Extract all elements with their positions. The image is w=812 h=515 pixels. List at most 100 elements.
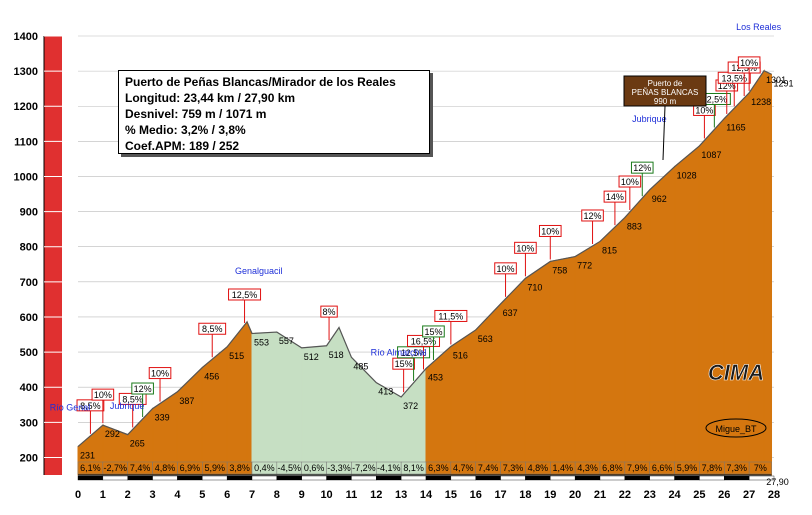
place-label: Río Genal [50,403,91,413]
brand-logo: CIMA [708,360,764,385]
segment-grade-label: 7,3% [503,463,524,473]
max-grade-box [581,209,604,222]
max-grade-label: 10% [740,58,758,68]
segment-grade-label: 7,4% [478,463,499,473]
max-grade-label: 12% [718,81,736,91]
max-grade-box [131,382,154,395]
altitude-point-label: 485 [353,361,368,371]
x-tick-label: 26 [718,489,730,501]
profile-segment [723,91,750,476]
km-marker-band [699,475,725,481]
max-grade-label: 12,5% [702,94,728,104]
x-axis-ticks: 0 1 2 3 4 5 6 7 8 9 10 11 12 13 14 15 16 17 18 19 20 21 22 23 24… [75,477,789,501]
altitude-point-label: 231 [80,451,95,461]
max-grade-label: 10% [541,226,559,236]
x-tick-label: 9 [299,489,305,501]
altitude-point-label: 553 [254,337,269,347]
altitude-point-label: 453 [428,373,443,383]
max-grade-label: 12,5% [232,290,258,300]
altitude-point-label: 962 [652,194,667,204]
km-marker-band [624,475,650,481]
km-marker-band [301,475,327,481]
y-tick-label: 900 [20,207,38,219]
altitude-point-label: 1238 [751,97,771,107]
altitude-point-labels: 231 292 265 339 387 456 515 553 557 512 518 485 413 3… [80,75,794,461]
km-marker-band [525,475,551,481]
max-grade-box [514,241,537,254]
max-grade-label: 12% [584,211,602,221]
km-marker-band [326,475,352,481]
x-tick-label: 5 [199,489,205,501]
altitude-point-label: 372 [403,401,418,411]
max-grade-label: 8% [323,307,336,317]
max-grade-label: 12% [134,384,152,394]
max-grade-box [198,322,227,335]
altitude-point-label: 772 [577,261,592,271]
y-axis-red-bar [44,36,62,475]
max-grade-box [538,224,562,237]
km-markers [77,475,775,481]
altitude-point-label: 1291 [774,78,794,88]
altitude-point-label: 387 [179,396,194,406]
y-tick-label: 600 [20,312,38,324]
altitude-point-label: 815 [602,245,617,255]
profile-segment [574,240,601,476]
y-tick-label: 300 [20,417,38,429]
max-grade-label: 10% [94,390,112,400]
km-marker-band [550,475,576,481]
segment-grade-label: 7,3% [726,463,747,473]
segment-grade-label: 6,9% [180,463,201,473]
max-grade-box [91,388,115,401]
profile-areas [77,69,773,476]
place-label: Genalguacil [235,266,283,276]
y-axis-bar [43,36,62,475]
profile-outline [77,70,772,448]
x-tick-label: 15 [445,489,457,501]
max-grade-label: 12% [633,163,651,173]
altitude-point-label: 563 [478,334,493,344]
km-marker-band [425,475,452,481]
max-grade-box [618,175,642,188]
max-grade-label: 8,5% [202,324,223,334]
segment-grade-label: 6,1% [80,463,101,473]
max-grade-box [320,305,338,318]
profile-segment [246,321,253,476]
segment-grade-label: -4,5% [278,463,302,473]
km-marker-band [649,475,675,481]
max-grade-label: 16,5% [411,336,437,346]
altitude-point-label: 515 [229,351,244,361]
altitude-point-label: 758 [552,265,567,275]
km-marker-band [450,475,476,481]
km-marker-band [77,475,104,481]
summit-sign-line2: PEÑAS BLANCAS [632,88,699,97]
info-line-coefficient: Coef.APM: 189 / 252 [125,139,240,153]
segment-grade-label: -4,1% [377,463,401,473]
max-grade-label: 10% [695,105,713,115]
y-tick-label: 400 [20,382,38,394]
x-tick-label: 3 [150,489,156,501]
altitude-point-label: 456 [204,372,219,382]
altitude-point-label: 557 [279,336,294,346]
x-tick-label: 18 [519,489,531,501]
y-tick-label: 1300 [14,66,38,78]
author-badge [705,418,767,438]
segment-grade-label: 7,8% [702,463,723,473]
max-grade-boxes: 8,5%10% 8,5%12%10%8,5%12,5%8%15%12,5%16,5… [76,56,761,434]
segment-grade-label: 0,4% [254,463,275,473]
profile-segment [599,216,626,476]
segment-grade-label: 6,3% [428,463,449,473]
x-tick-label: 21 [594,489,606,501]
info-line-average-grade: % Medio: 3,2% / 3,8% [125,123,246,137]
profile-segment [763,69,773,476]
km-marker-band [599,475,626,481]
max-grade-box [228,288,262,301]
altitude-point-label: 292 [105,429,120,439]
km-marker-band [202,475,228,481]
km-marker-band [226,475,253,481]
km-marker-band [574,475,601,481]
place-label: Jubrique [110,401,145,411]
segment-grade-label: 4,7% [453,463,474,473]
y-tick-label: 1400 [14,31,38,43]
x-tick-label: 10 [320,489,332,501]
